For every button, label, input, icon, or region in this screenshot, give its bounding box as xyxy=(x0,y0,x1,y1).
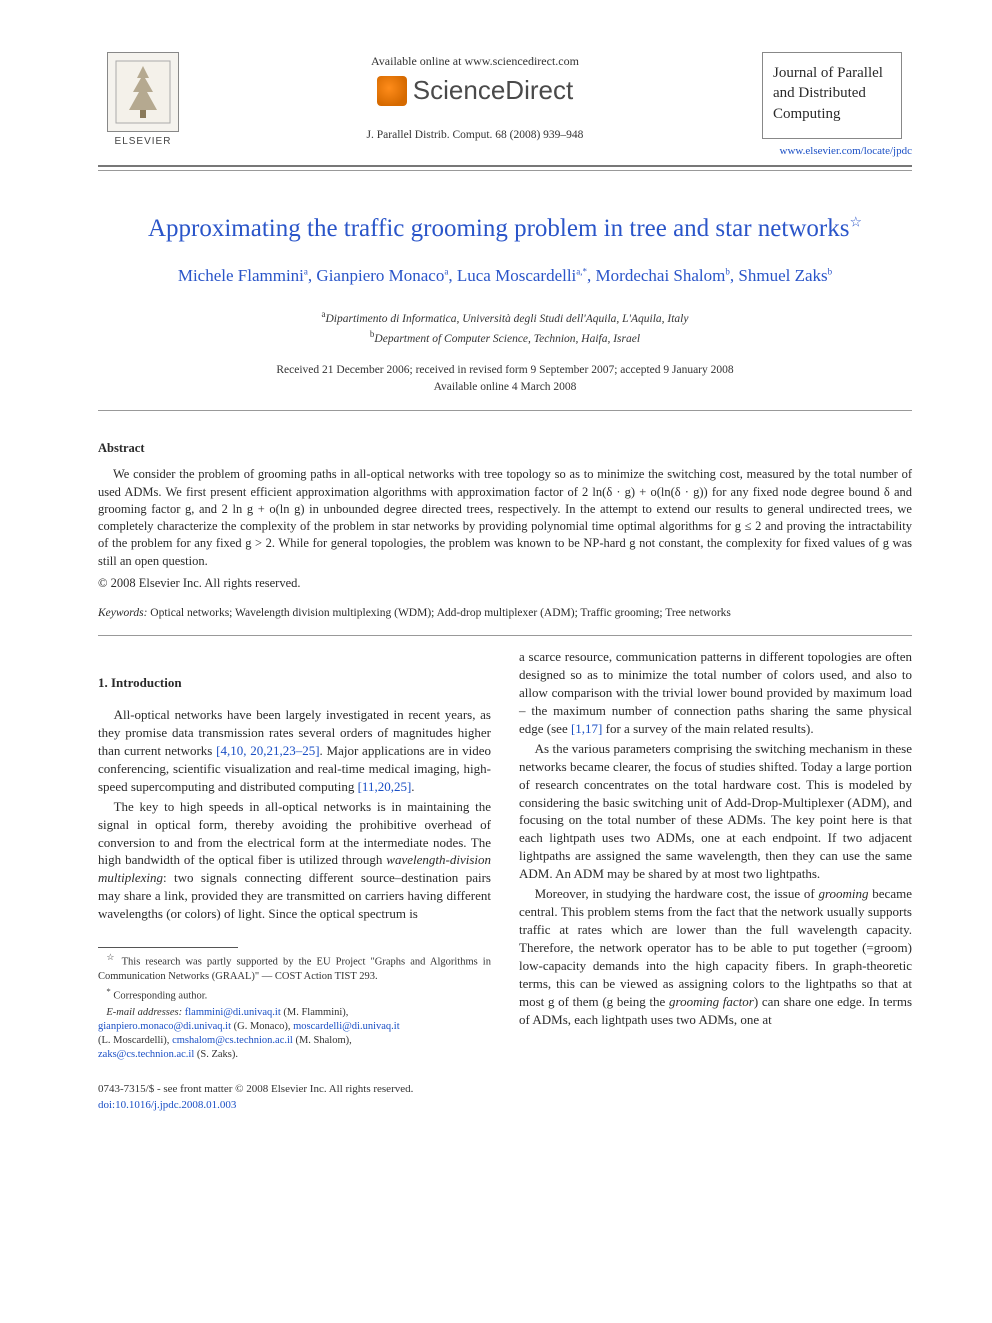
footnote-rule xyxy=(98,947,238,948)
sciencedirect-logo: ScienceDirect xyxy=(377,75,573,106)
right-column: a scarce resource, communication pattern… xyxy=(519,648,912,1064)
citation-ref[interactable]: [4,10, 20,21,23–25] xyxy=(216,743,319,758)
citation-ref[interactable]: [11,20,25] xyxy=(358,779,412,794)
author-aff-mark: b xyxy=(828,266,833,276)
email-link[interactable]: zaks@cs.technion.ac.il xyxy=(98,1049,194,1060)
funding-footnote: ☆ This research was partly supported by … xyxy=(98,952,491,984)
journal-locate-link[interactable]: www.elsevier.com/locate/jpdc xyxy=(762,145,912,157)
page-footer: 0743-7315/$ - see front matter © 2008 El… xyxy=(98,1082,912,1113)
author: Mordechai Shalom xyxy=(596,266,726,285)
email-link[interactable]: moscardelli@di.univaq.it xyxy=(293,1021,399,1032)
header-rule-bottom xyxy=(98,170,912,171)
affiliation-b: Department of Computer Science, Technion… xyxy=(374,333,640,345)
online-line: Available online 4 March 2008 xyxy=(434,381,577,393)
elsevier-tree-icon xyxy=(107,52,179,132)
body-paragraph: As the various parameters comprising the… xyxy=(519,740,912,884)
emphasis: grooming xyxy=(818,886,868,901)
title-footnote-mark: ☆ xyxy=(849,215,862,230)
footnotes: ☆ This research was partly supported by … xyxy=(98,952,491,1062)
body-columns: 1. Introduction All-optical networks hav… xyxy=(98,648,912,1064)
body-paragraph: a scarce resource, communication pattern… xyxy=(519,648,912,738)
keywords-text: Optical networks; Wavelength division mu… xyxy=(147,607,731,619)
keywords-block: Keywords: Optical networks; Wavelength d… xyxy=(98,605,912,621)
available-online-line: Available online at www.sciencedirect.co… xyxy=(188,54,762,69)
pre-abstract-rule xyxy=(98,410,912,411)
author: Shmuel Zaks xyxy=(738,266,827,285)
email-link[interactable]: flammini@di.univaq.it xyxy=(185,1007,281,1018)
copyright-line: © 2008 Elsevier Inc. All rights reserved… xyxy=(98,576,912,591)
keywords-label: Keywords: xyxy=(98,607,147,619)
sciencedirect-mark-icon xyxy=(377,76,407,106)
citation-ref[interactable]: [1,17] xyxy=(571,721,602,736)
page-header: ELSEVIER Available online at www.science… xyxy=(98,52,912,157)
header-right: Journal of Parallel and Distributed Comp… xyxy=(762,52,912,157)
sciencedirect-wordmark: ScienceDirect xyxy=(413,75,573,106)
doi-link[interactable]: doi:10.1016/j.jpdc.2008.01.003 xyxy=(98,1099,236,1111)
section-1-heading: 1. Introduction xyxy=(98,674,491,692)
paper-title: Approximating the traffic grooming probl… xyxy=(98,213,912,244)
author-aff-mark: b xyxy=(725,266,730,276)
emphasis: grooming factor xyxy=(669,994,754,1009)
affiliations: aDipartimento di Informatica, Università… xyxy=(98,308,912,348)
header-center: Available online at www.sciencedirect.co… xyxy=(188,52,762,141)
title-text: Approximating the traffic grooming probl… xyxy=(148,215,849,242)
author-aff-mark: a,* xyxy=(576,266,587,276)
email-link[interactable]: gianpiero.monaco@di.univaq.it xyxy=(98,1021,231,1032)
abstract-text: We consider the problem of grooming path… xyxy=(98,466,912,570)
left-column: 1. Introduction All-optical networks hav… xyxy=(98,648,491,1064)
received-line: Received 21 December 2006; received in r… xyxy=(276,364,733,376)
author-list: Michele Flamminia, Gianpiero Monacoa, Lu… xyxy=(98,264,912,288)
email-label: E-mail addresses: xyxy=(106,1007,182,1018)
post-abstract-rule xyxy=(98,635,912,636)
affiliation-a: Dipartimento di Informatica, Università … xyxy=(326,313,689,325)
body-paragraph: All-optical networks have been largely i… xyxy=(98,706,491,796)
header-rule-top xyxy=(98,165,912,167)
journal-citation: J. Parallel Distrib. Comput. 68 (2008) 9… xyxy=(188,129,762,141)
author: Gianpiero Monaco xyxy=(316,266,444,285)
journal-title-box: Journal of Parallel and Distributed Comp… xyxy=(762,52,902,139)
footnote-mark: ☆ xyxy=(106,952,116,962)
author: Michele Flammini xyxy=(178,266,304,285)
article-dates: Received 21 December 2006; received in r… xyxy=(98,362,912,397)
body-paragraph: Moreover, in studying the hardware cost,… xyxy=(519,885,912,1029)
author-aff-mark: a xyxy=(444,266,448,276)
corresponding-footnote: * Corresponding author. xyxy=(98,986,491,1004)
abstract-heading: Abstract xyxy=(98,441,912,456)
email-link[interactable]: cmshalom@cs.technion.ac.il xyxy=(172,1035,293,1046)
email-footnote: E-mail addresses: flammini@di.univaq.it … xyxy=(98,1006,491,1063)
body-paragraph: The key to high speeds in all-optical ne… xyxy=(98,798,491,924)
paper-page: ELSEVIER Available online at www.science… xyxy=(0,0,992,1153)
author: Luca Moscardelli xyxy=(457,266,576,285)
author-aff-mark: a xyxy=(304,266,308,276)
front-matter-line: 0743-7315/$ - see front matter © 2008 El… xyxy=(98,1083,413,1095)
publisher-name: ELSEVIER xyxy=(115,136,172,147)
publisher-block: ELSEVIER xyxy=(98,52,188,147)
